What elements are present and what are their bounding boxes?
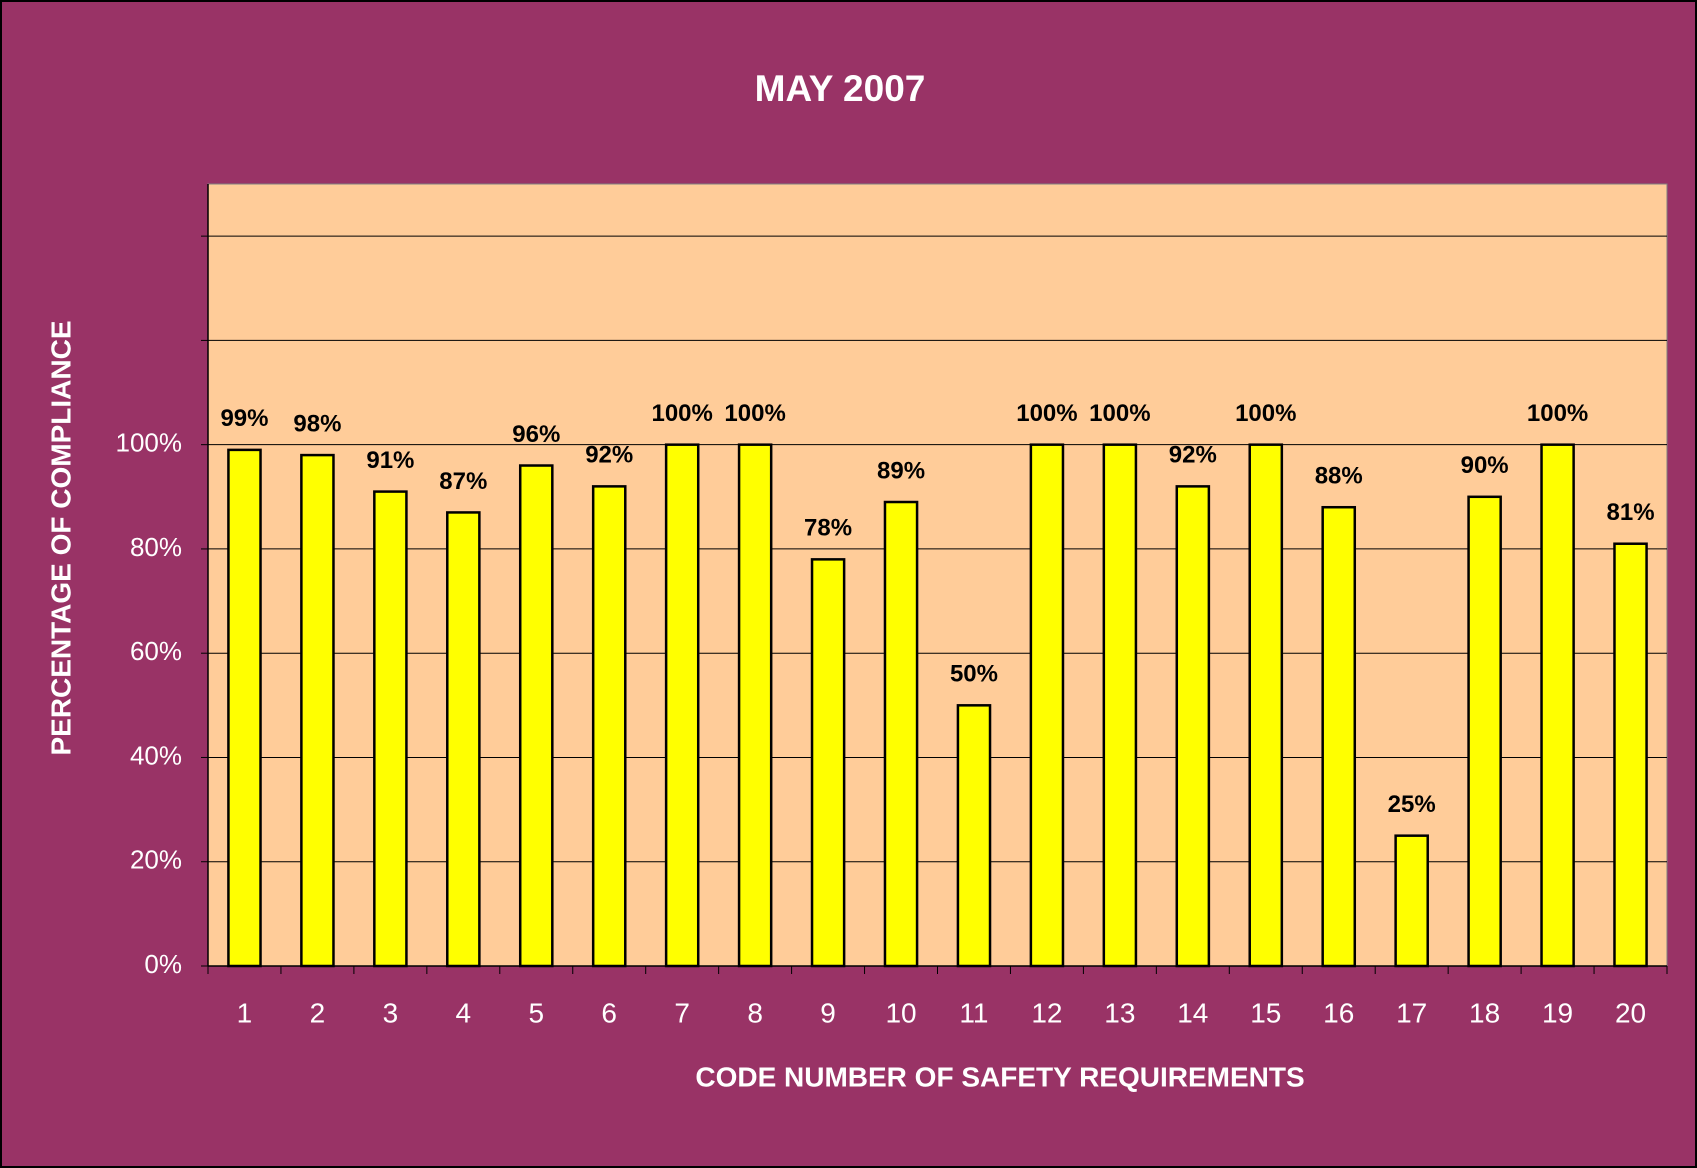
x-tick-label: 1 (237, 997, 253, 1028)
y-tick-label: 100% (116, 428, 183, 458)
data-label: 100% (1527, 400, 1588, 427)
bar (1175, 485, 1211, 968)
bar (737, 443, 773, 968)
bar (1613, 542, 1648, 968)
data-label: 98% (293, 410, 341, 437)
x-tick-label: 6 (601, 997, 617, 1028)
data-label: 90% (1461, 452, 1509, 479)
plot-area (207, 183, 1668, 967)
data-label: 100% (1016, 400, 1077, 427)
bar (446, 511, 481, 968)
data-label: 91% (366, 447, 414, 474)
y-tick-label: 0% (144, 949, 182, 979)
bar (1540, 443, 1575, 968)
data-label: 25% (1388, 791, 1436, 818)
data-label: 100% (1089, 400, 1150, 427)
data-label: 92% (1169, 442, 1217, 469)
x-tick-label: 9 (820, 997, 836, 1028)
data-label: 100% (651, 400, 712, 427)
x-tick-label: 20 (1615, 997, 1646, 1028)
x-tick-label: 10 (885, 997, 916, 1028)
x-tick-label: 17 (1396, 997, 1427, 1028)
data-label: 96% (512, 421, 560, 448)
bar (1394, 834, 1429, 968)
x-tick-label: 2 (310, 997, 326, 1028)
x-tick-label: 18 (1469, 997, 1500, 1028)
bar (1467, 495, 1502, 968)
y-axis-title: PERCENTAGE OF COMPLIANCE (45, 320, 76, 755)
bar (227, 448, 262, 968)
bar (591, 485, 627, 968)
data-label: 87% (439, 468, 487, 495)
data-label: 50% (950, 661, 998, 688)
y-tick-label: 20% (130, 845, 182, 875)
x-tick-label: 3 (383, 997, 399, 1028)
x-axis-title: CODE NUMBER OF SAFETY REQUIREMENTS (695, 1061, 1304, 1092)
bar (300, 453, 335, 968)
data-label: 88% (1315, 463, 1363, 490)
bar (883, 500, 919, 968)
chart-title: MAY 2007 (755, 68, 926, 109)
data-label: 99% (220, 405, 268, 432)
bar (1248, 443, 1284, 968)
data-label: 89% (877, 457, 925, 484)
data-label: 92% (585, 442, 633, 469)
x-tick-label: 13 (1104, 997, 1135, 1028)
data-label: 100% (1235, 400, 1296, 427)
y-tick-label: 80% (130, 532, 182, 562)
bar (1029, 443, 1065, 968)
x-tick-label: 11 (959, 997, 988, 1028)
bar (810, 558, 846, 968)
x-tick-label: 16 (1323, 997, 1354, 1028)
x-tick-label: 12 (1031, 997, 1062, 1028)
y-tick-label: 40% (130, 740, 182, 770)
x-tick-label: 19 (1542, 997, 1573, 1028)
x-tick-label: 4 (456, 997, 472, 1028)
bar (373, 490, 408, 968)
bar (1321, 505, 1357, 968)
bar (1102, 443, 1138, 968)
bar (956, 704, 992, 968)
x-tick-label: 7 (674, 997, 690, 1028)
x-tick-label: 5 (528, 997, 544, 1028)
x-tick-label: 15 (1250, 997, 1281, 1028)
x-tick-label: 8 (747, 997, 763, 1028)
data-label: 78% (804, 515, 852, 542)
bar (664, 443, 700, 968)
x-tick-label: 14 (1177, 997, 1208, 1028)
data-label: 100% (724, 400, 785, 427)
y-tick-label: 60% (130, 636, 182, 666)
bar (518, 464, 554, 968)
data-label: 81% (1607, 499, 1655, 526)
